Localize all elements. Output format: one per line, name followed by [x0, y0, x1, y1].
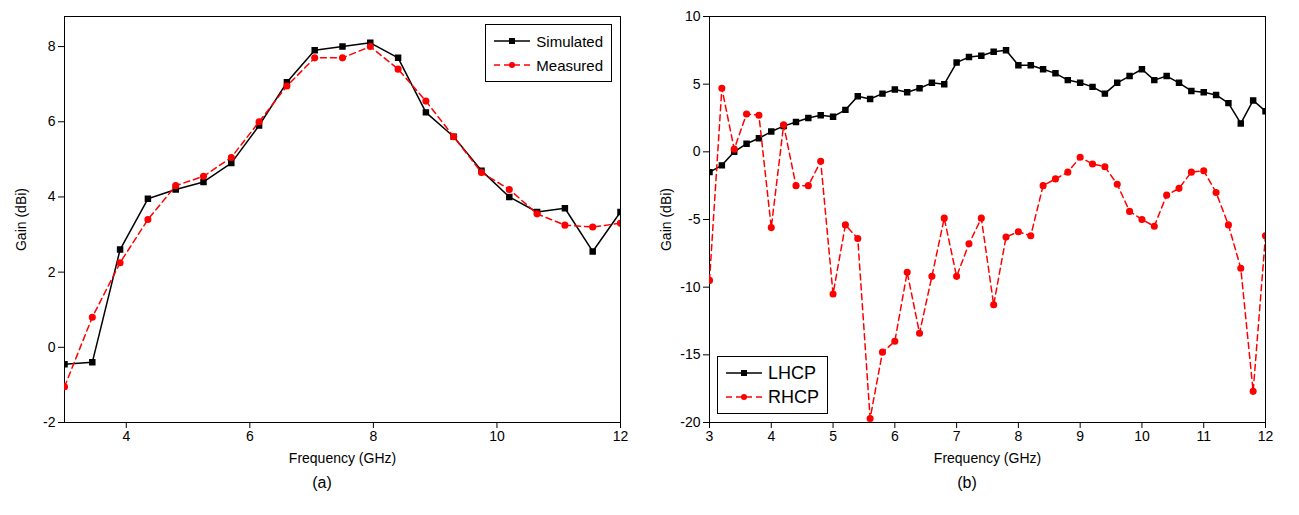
svg-text:12: 12 — [1258, 428, 1274, 444]
svg-text:12: 12 — [613, 428, 629, 444]
svg-text:4: 4 — [767, 428, 775, 444]
svg-text:Gain (dBi): Gain (dBi) — [13, 188, 29, 251]
svg-text:7: 7 — [953, 428, 961, 444]
html-text:(a): (a) — [312, 474, 332, 491]
svg-text:10: 10 — [1134, 428, 1150, 444]
svg-text:2: 2 — [48, 264, 56, 280]
svg-text:6: 6 — [48, 113, 56, 129]
html-text:Measured: Measured — [536, 56, 603, 74]
svg-text:8: 8 — [369, 428, 377, 444]
svg-text:8: 8 — [1014, 428, 1022, 444]
svg-text:Frequency (GHz): Frequency (GHz) — [934, 450, 1041, 466]
svg-text:4: 4 — [122, 428, 130, 444]
svg-text:6: 6 — [891, 428, 899, 444]
svg-text:0: 0 — [48, 339, 56, 355]
svg-text:10: 10 — [685, 8, 701, 24]
svg-text:3: 3 — [706, 428, 714, 444]
svg-text:10: 10 — [489, 428, 505, 444]
svg-text:4: 4 — [48, 188, 56, 204]
html-text:(b): (b) — [957, 474, 977, 491]
svg-text:6: 6 — [246, 428, 254, 444]
svg-text:-2: -2 — [43, 414, 56, 430]
svg-text:-20: -20 — [680, 414, 700, 430]
svg-text:11: 11 — [1196, 428, 1211, 444]
svg-text:-5: -5 — [688, 211, 701, 227]
svg-text:-15: -15 — [680, 346, 700, 362]
svg-text:0: 0 — [693, 143, 701, 159]
svg-text:8: 8 — [48, 38, 56, 54]
svg-text:-10: -10 — [680, 279, 700, 295]
html-text:RHCP: RHCP — [768, 386, 819, 407]
html-text:LHCP: LHCP — [768, 362, 816, 383]
svg-text:9: 9 — [1076, 428, 1084, 444]
svg-text:5: 5 — [829, 428, 837, 444]
html-text:Simulated: Simulated — [536, 32, 603, 50]
svg-text:Frequency (GHz): Frequency (GHz) — [289, 450, 396, 466]
svg-text:5: 5 — [693, 76, 701, 92]
svg-text:Gain (dBi): Gain (dBi) — [658, 188, 674, 251]
